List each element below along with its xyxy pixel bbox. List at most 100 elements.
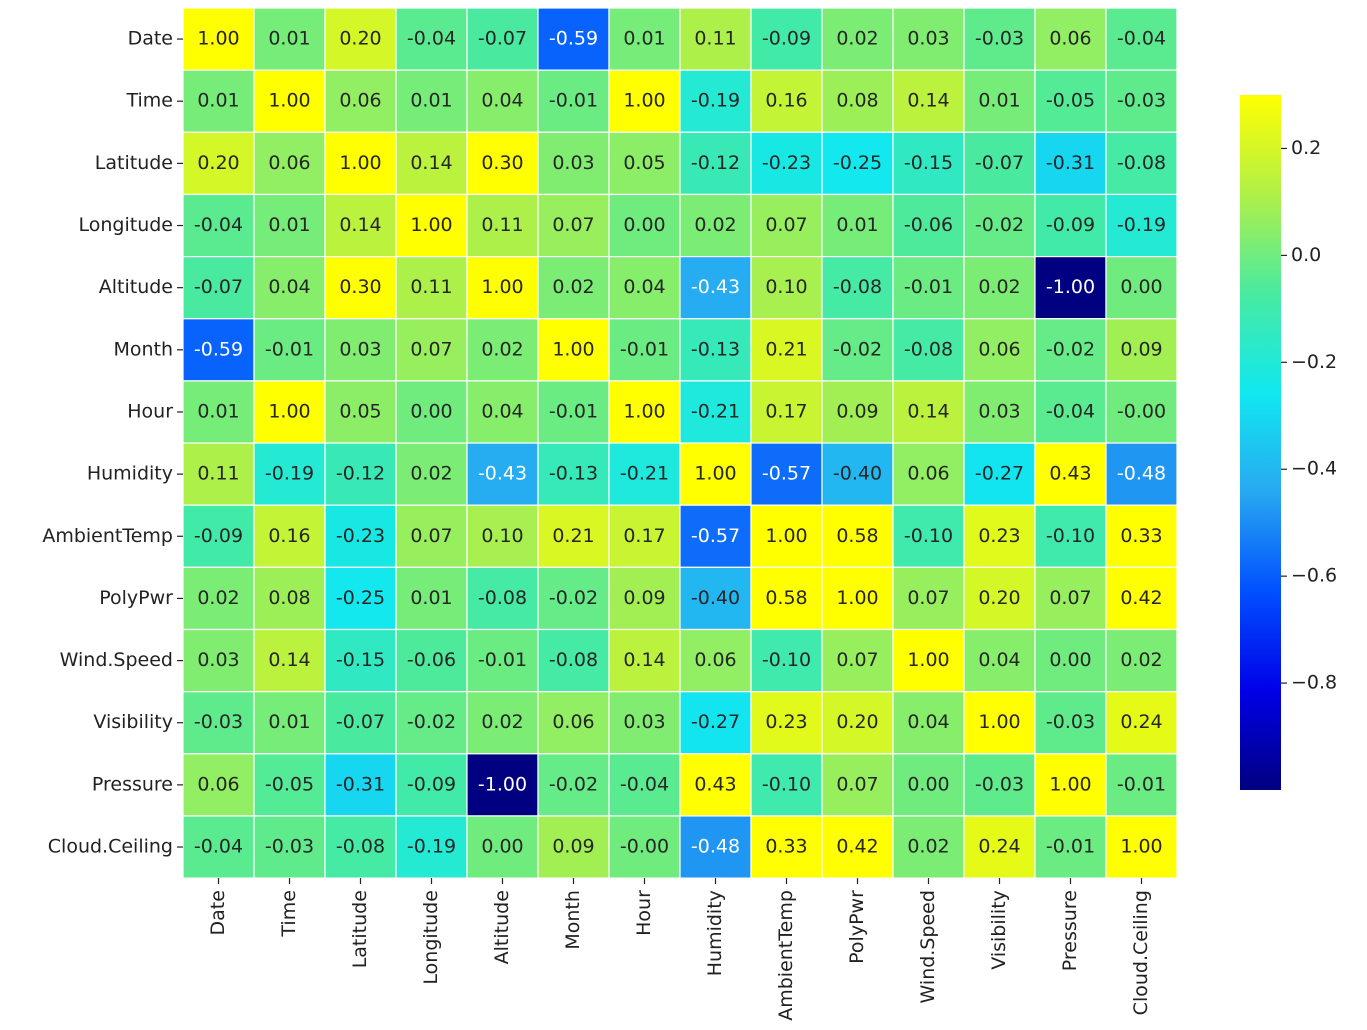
cell-label: 0.33 (765, 836, 807, 858)
heatmap-cell (892, 380, 965, 444)
heatmap-cell (892, 193, 965, 258)
y-tick-label: AmbientTemp (42, 525, 173, 547)
heatmap-cell (963, 193, 1036, 258)
heatmap-cell (1034, 318, 1107, 382)
heatmap-cell (963, 691, 1036, 755)
heatmap-cell (963, 256, 1036, 320)
heatmap-cell (466, 318, 539, 382)
heatmap-cell (750, 815, 823, 879)
heatmap-cell (537, 193, 610, 258)
cell-label: -0.01 (549, 90, 598, 112)
cell-label: 0.01 (197, 400, 239, 422)
cell-label: 1.00 (1120, 836, 1162, 858)
heatmap-cell (253, 628, 326, 693)
cell-label: 0.00 (623, 214, 665, 236)
cell-label: -0.12 (336, 463, 385, 485)
x-tick-label: Wind.Speed (917, 890, 939, 1003)
cell-label: 0.09 (552, 836, 594, 858)
cell-label: -0.48 (1117, 463, 1166, 485)
heatmap-cell (466, 380, 539, 444)
heatmap-cell (324, 380, 397, 444)
cell-label: -0.01 (620, 338, 669, 360)
heatmap-cell (324, 318, 397, 382)
heatmap-cell (324, 566, 397, 631)
heatmap-cell (395, 753, 468, 817)
cell-label: -0.01 (904, 276, 953, 298)
heatmap-cell (466, 442, 539, 506)
cell-label: 0.10 (765, 276, 807, 298)
cell-label: 0.09 (836, 400, 878, 422)
x-tick-label: Date (207, 890, 229, 935)
heatmap-cell (892, 504, 965, 568)
cell-label: -0.19 (265, 463, 314, 485)
heatmap-cell (608, 442, 681, 506)
cell-label: -0.59 (194, 338, 243, 360)
cell-label: -0.12 (691, 152, 740, 174)
cell-label: 0.33 (1120, 525, 1162, 547)
heatmap-cell (1105, 691, 1178, 755)
heatmap-cell (963, 566, 1036, 631)
cell-label: 1.00 (836, 587, 878, 609)
y-tick-label: Altitude (99, 276, 173, 298)
cell-label: -0.21 (691, 400, 740, 422)
cell-label: 0.02 (978, 276, 1020, 298)
heatmap-cell (892, 131, 965, 196)
heatmap-cell (679, 256, 752, 320)
cell-label: 0.30 (481, 152, 523, 174)
cell-label: 0.14 (410, 152, 452, 174)
cell-label: -0.04 (1046, 400, 1095, 422)
cell-label: 0.11 (197, 463, 239, 485)
y-tick-label: Pressure (92, 773, 173, 795)
cell-label: -0.06 (904, 214, 953, 236)
cell-label: 1.00 (197, 28, 239, 50)
cell-label: 0.01 (268, 214, 310, 236)
cell-label: 0.06 (552, 711, 594, 733)
x-tick-label: Pressure (1059, 890, 1081, 971)
cell-label: 0.58 (836, 525, 878, 547)
heatmap-cell (324, 504, 397, 568)
heatmap-cell (1105, 815, 1178, 879)
cell-label: 1.00 (978, 711, 1020, 733)
heatmap-cell (963, 815, 1036, 879)
heatmap-cell (1105, 566, 1178, 631)
cell-label: 0.07 (410, 338, 452, 360)
cell-label: 0.16 (268, 525, 310, 547)
heatmap-cell (537, 566, 610, 631)
heatmap-cell (608, 628, 681, 693)
cell-label: 0.07 (836, 649, 878, 671)
cell-label: 0.06 (339, 90, 381, 112)
heatmap-cell (1105, 7, 1178, 71)
heatmap-cell (608, 193, 681, 258)
colorbar-tick-label: 0.0 (1291, 244, 1321, 266)
heatmap-cell (182, 193, 255, 258)
cell-label: 0.07 (552, 214, 594, 236)
heatmap-cell (821, 628, 894, 693)
heatmap-cell (750, 318, 823, 382)
heatmap-cell (1105, 442, 1178, 506)
cell-label: -0.04 (407, 28, 456, 50)
cell-label: 0.01 (623, 28, 665, 50)
cell-label: -0.31 (1046, 152, 1095, 174)
cell-label: -0.04 (620, 773, 669, 795)
cell-label: -0.02 (1046, 338, 1095, 360)
cell-label: 0.01 (268, 28, 310, 50)
cell-label: -0.19 (691, 90, 740, 112)
cell-label: 0.03 (623, 711, 665, 733)
heatmap-cell (679, 131, 752, 196)
heatmap-cell (537, 628, 610, 693)
heatmap-cell (821, 256, 894, 320)
heatmap-cell (253, 442, 326, 506)
cell-label: 0.06 (268, 152, 310, 174)
cell-label: -0.09 (407, 773, 456, 795)
colorbar-tick-label: 0.2 (1291, 137, 1321, 159)
colorbar-tick-label: −0.4 (1291, 458, 1337, 480)
heatmap-cell (963, 318, 1036, 382)
cell-label: 1.00 (410, 214, 452, 236)
cell-label: 0.05 (623, 152, 665, 174)
cell-label: -0.08 (336, 836, 385, 858)
cell-label: -0.09 (762, 28, 811, 50)
cell-label: 0.23 (765, 711, 807, 733)
heatmap-cell (1034, 380, 1107, 444)
y-tick-label: Latitude (95, 152, 173, 174)
